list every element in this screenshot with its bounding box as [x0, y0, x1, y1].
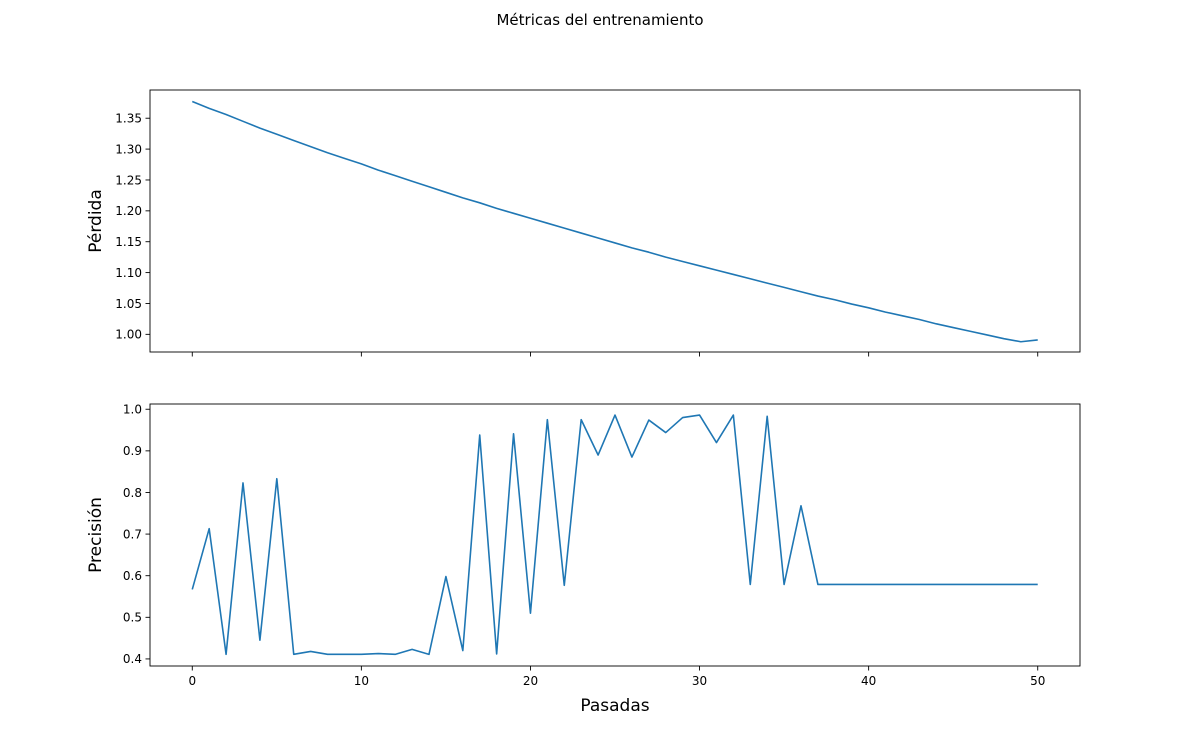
y-tick-label: 1.30 — [115, 142, 142, 156]
x-tick-label: 40 — [861, 674, 876, 688]
x-tick-label: 20 — [523, 674, 538, 688]
y-tick-label: 1.05 — [115, 297, 142, 311]
y-axis-label: Precisión — [86, 497, 106, 573]
y-axis-label: Pérdida — [86, 189, 106, 253]
y-tick-label: 0.4 — [123, 652, 142, 666]
y-tick-label: 1.0 — [123, 403, 142, 417]
x-tick-label: 30 — [692, 674, 707, 688]
y-tick-label: 1.20 — [115, 204, 142, 218]
axes-frame — [149, 403, 1081, 667]
y-tick-label: 1.25 — [115, 173, 142, 187]
x-axis-label: Pasadas — [580, 696, 649, 716]
y-tick-label: 1.35 — [115, 112, 142, 126]
y-tick-label: 0.6 — [123, 569, 142, 583]
y-tick-label: 0.5 — [123, 611, 142, 625]
figure-title: Métricas del entrenamiento — [496, 11, 704, 29]
y-tick-label: 0.7 — [123, 527, 142, 541]
y-tick-label: 0.8 — [123, 486, 142, 500]
series-line-2-1 — [191, 414, 1038, 656]
chart-panel-2: 0 10 20 30 40 50 0.4 0.5 0.6 0.7 0.8 0.9 1.0 Precisió… — [86, 403, 1081, 716]
y-tick-label: 1.10 — [115, 266, 142, 280]
x-tick-label: 10 — [354, 674, 369, 688]
chart-panel-1: 1.00 1.05 1.10 1.15 1.20 1.25 1.30 1.35 Pérdida — [86, 89, 1081, 357]
x-tick-label: 50 — [1030, 674, 1045, 688]
y-tick-label: 1.00 — [115, 328, 142, 342]
y-tick-label: 1.15 — [115, 235, 142, 249]
y-tick-label: 0.9 — [123, 444, 142, 458]
x-tick-label: 0 — [188, 674, 196, 688]
axes-frame — [149, 89, 1081, 353]
series-line-1-1 — [191, 100, 1038, 343]
